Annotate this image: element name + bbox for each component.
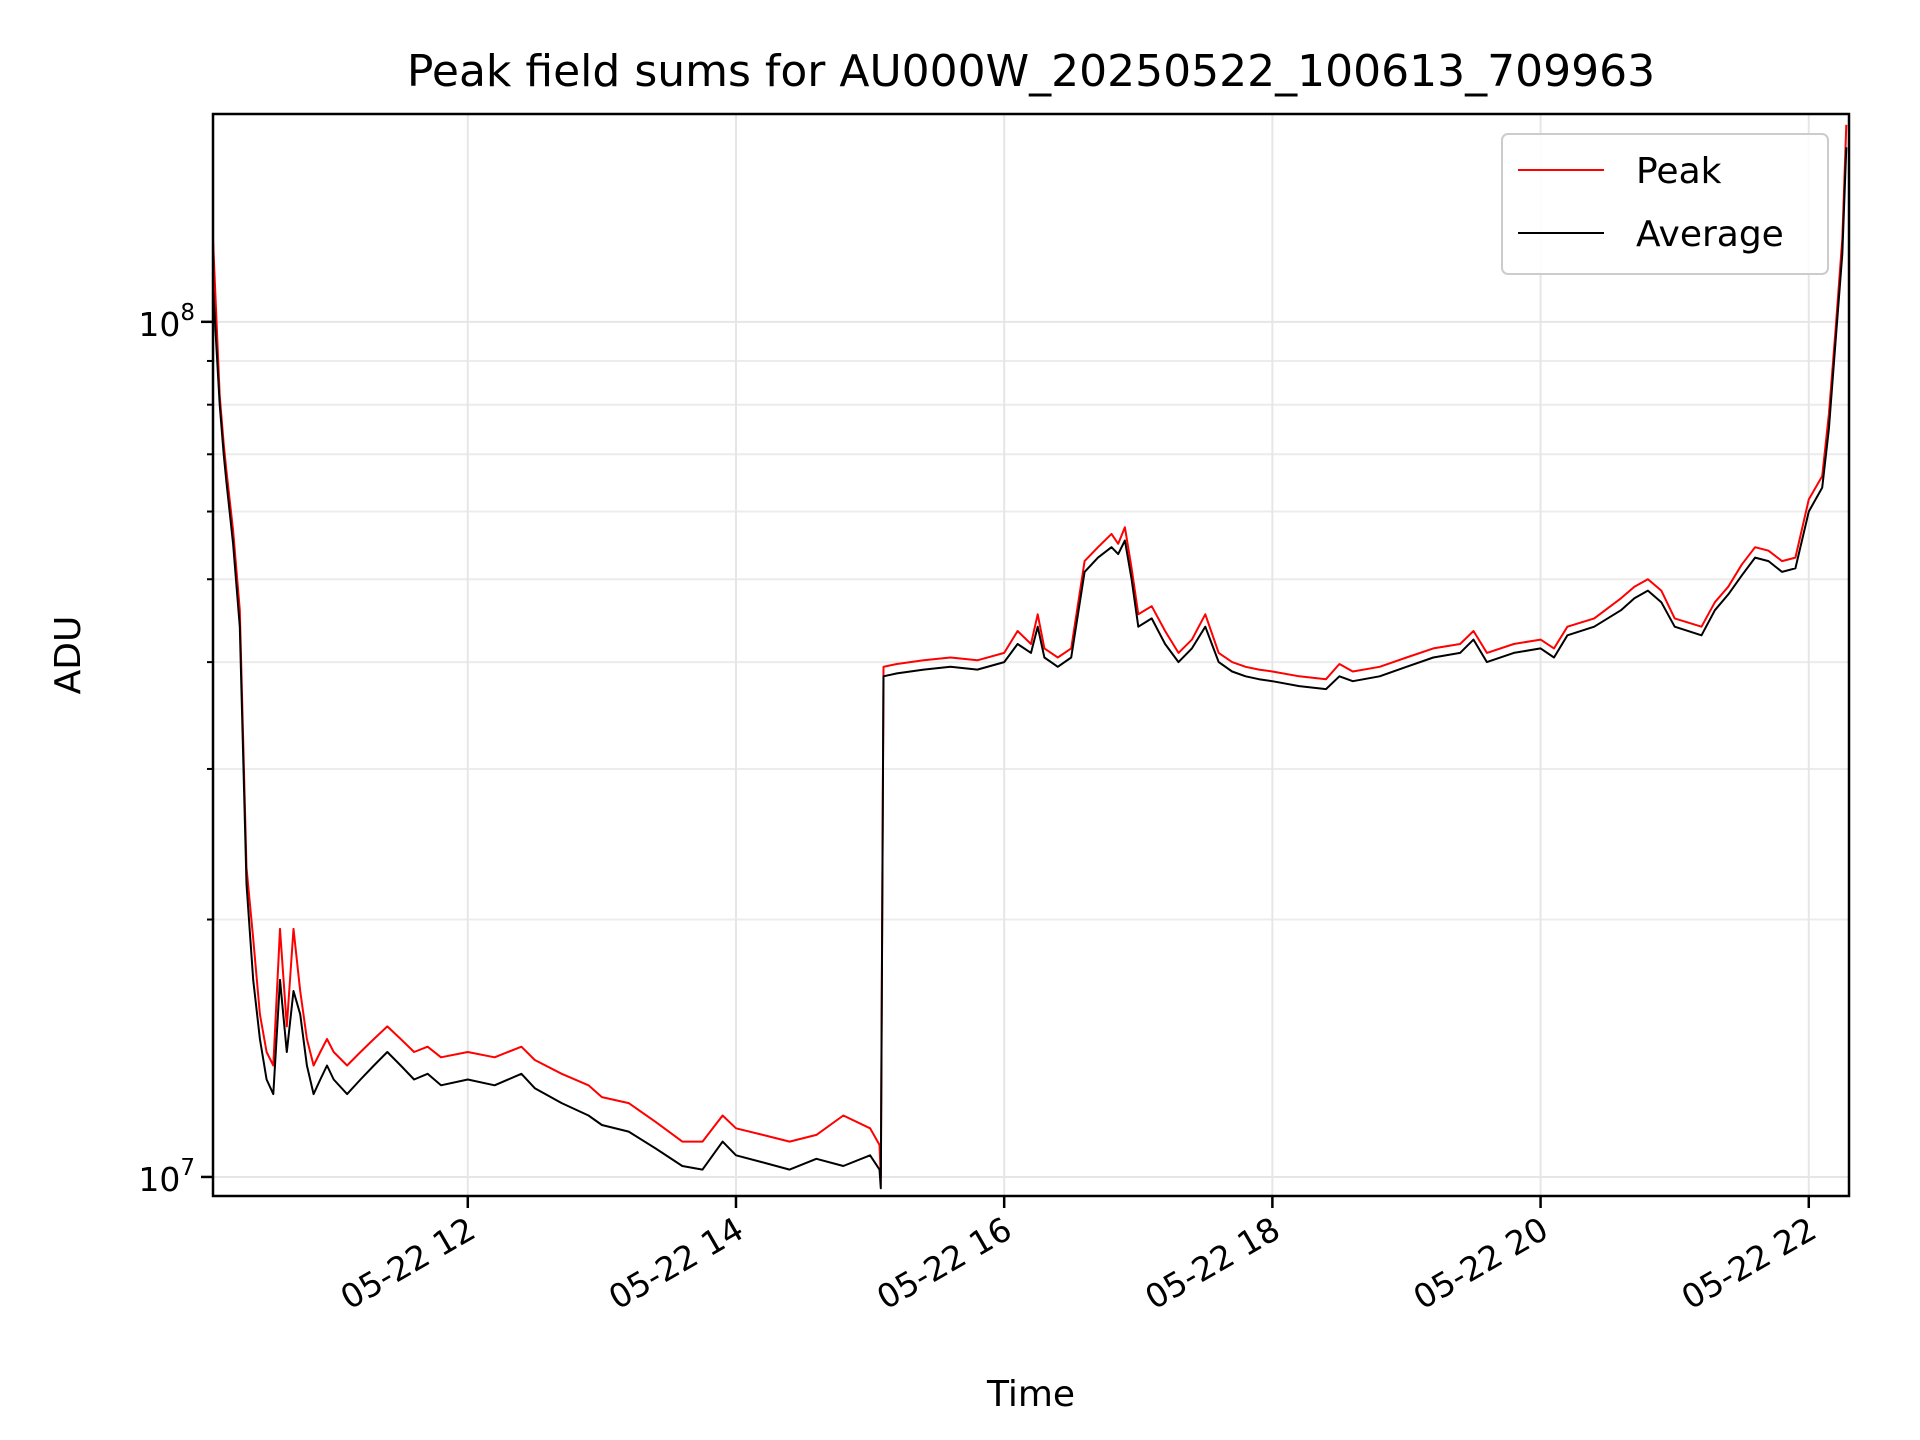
y-tick-label-exponent: 8 xyxy=(180,300,195,326)
series-layer xyxy=(212,124,1848,1190)
plot-frame xyxy=(211,112,1851,1198)
y-tick-label-exponent: 7 xyxy=(180,1155,195,1181)
y-tick-label: 108 xyxy=(138,300,195,344)
y-tick-label-base: 10 xyxy=(138,1160,180,1199)
legend-label-peak: Peak xyxy=(1636,151,1722,192)
y-axis-label: ADU xyxy=(48,616,89,695)
y-tick-label: 107 xyxy=(138,1155,195,1199)
grid xyxy=(213,114,1849,1196)
x-axis-label: Time xyxy=(986,1374,1075,1415)
y-tick-label-base: 10 xyxy=(138,305,180,344)
legend-label-average: Average xyxy=(1636,214,1784,255)
legend: Peak Average xyxy=(1501,133,1829,275)
series-line-peak xyxy=(212,124,1848,1178)
chart-title: Peak field sums for AU000W_20250522_1006… xyxy=(407,46,1655,97)
series-line-average xyxy=(212,147,1848,1190)
